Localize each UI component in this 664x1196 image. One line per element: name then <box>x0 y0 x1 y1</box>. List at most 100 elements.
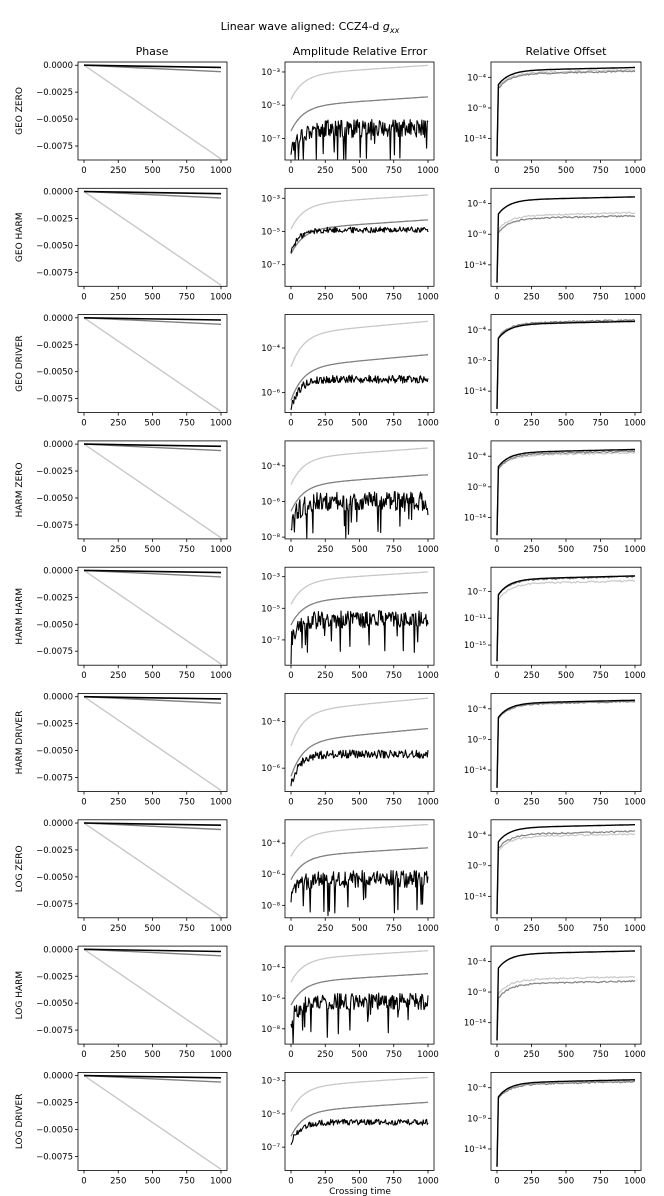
offset-line-mid <box>496 575 636 662</box>
offset-xtick-label: 500 <box>558 671 574 681</box>
row-label: HARM HARM <box>15 588 25 645</box>
amplitude-ytick-label: 10⁻⁶ <box>261 870 280 880</box>
phase-xtick-label: 0 <box>81 798 86 808</box>
offset-ytick-label: 10⁻⁴ <box>467 957 486 967</box>
offset-xtick-label: 250 <box>523 292 539 302</box>
amplitude-frame <box>284 819 435 919</box>
phase-line-light <box>83 64 222 160</box>
offset-ytick-label: 10⁻⁷ <box>467 587 486 597</box>
row-label: GEO HARM <box>15 213 25 263</box>
offset-ytick-label: 10⁻⁴ <box>467 200 486 210</box>
row-label: LOG DRIVER <box>15 1094 25 1150</box>
amplitude-line-dark <box>290 869 429 917</box>
amplitude-line-light <box>290 823 429 857</box>
offset-xtick-label: 500 <box>558 166 574 176</box>
offset-xtick-label: 250 <box>523 166 539 176</box>
amplitude-xtick-label: 500 <box>351 1176 367 1186</box>
offset-line-mid <box>496 214 636 283</box>
offset-line-dark <box>496 824 635 915</box>
amplitude-xtick-label: 750 <box>386 1050 402 1060</box>
row-label: GEO DRIVER <box>15 335 25 392</box>
row-label: LOG ZERO <box>15 845 25 892</box>
phase-panel: 0 250 500 750 1000 0.0000 −0.0025 −0.0050 −0.007… <box>36 1072 232 1187</box>
amplitude-xtick-label: 500 <box>351 292 367 302</box>
row-harm-driver: HARM DRIVER 0 250 500 750 1000 0.0000 −0.0025 −0… <box>15 693 646 808</box>
phase-ytick-label: −0.0025 <box>36 1099 73 1109</box>
amplitude-ytick-label: 10⁻⁶ <box>261 389 280 399</box>
phase-xtick-label: 1000 <box>210 798 232 808</box>
phase-line-light <box>83 569 222 665</box>
amplitude-line-light <box>290 194 429 230</box>
offset-ytick-label: 10⁻⁴ <box>467 705 486 715</box>
offset-line-light <box>496 211 636 283</box>
phase-xtick-label: 250 <box>110 419 126 429</box>
phase-panel: 0 250 500 750 1000 0.0000 −0.0025 −0.0050 −0.007… <box>36 61 232 176</box>
offset-xtick-label: 750 <box>592 545 608 555</box>
offset-xtick-label: 750 <box>592 798 608 808</box>
phase-ytick-label: −0.0050 <box>36 620 73 630</box>
amplitude-line-dark <box>290 374 429 411</box>
offset-line-mid <box>496 319 636 409</box>
row-log-harm: LOG HARM 0 250 500 750 1000 0.0000 −0.0025 −0.00… <box>15 945 646 1060</box>
phase-ytick-label: −0.0025 <box>36 467 73 477</box>
phase-xtick-label: 1000 <box>210 1050 232 1060</box>
phase-xtick-label: 1000 <box>210 1176 232 1186</box>
amplitude-xtick-label: 0 <box>288 166 293 176</box>
offset-xtick-label: 500 <box>558 798 574 808</box>
phase-line-light <box>83 822 222 918</box>
offset-line-light <box>496 832 636 915</box>
offset-line-mid <box>496 69 636 157</box>
phase-ytick-label: −0.0075 <box>36 521 73 531</box>
offset-ytick-label: 10⁻¹⁴ <box>464 1145 487 1155</box>
phase-ytick-label: 0.0000 <box>43 440 73 450</box>
amplitude-line-dark <box>290 491 429 539</box>
offset-xtick-label: 500 <box>558 1050 574 1060</box>
amplitude-xtick-label: 250 <box>317 924 333 934</box>
phase-ytick-label: −0.0075 <box>36 268 73 278</box>
offset-xtick-label: 1000 <box>624 419 646 429</box>
offset-xtick-label: 1000 <box>624 798 646 808</box>
offset-ytick-label: 10⁻⁴ <box>467 831 486 841</box>
offset-ytick-label: 10⁻⁹ <box>467 357 486 367</box>
amplitude-ytick-label: 10⁻⁷ <box>261 636 280 646</box>
amplitude-line-light <box>290 1076 429 1112</box>
amplitude-xtick-label: 1000 <box>417 924 439 934</box>
offset-panel: 0 250 500 750 1000 10⁻¹⁴ 10⁻⁹ 10⁻⁴ <box>464 187 646 302</box>
offset-line-dark <box>496 699 636 788</box>
offset-xtick-label: 250 <box>523 419 539 429</box>
amplitude-xtick-label: 1000 <box>417 545 439 555</box>
phase-xtick-label: 500 <box>144 924 160 934</box>
offset-xtick-label: 1000 <box>624 545 646 555</box>
offset-xtick-label: 0 <box>494 1050 499 1060</box>
offset-ytick-label: 10⁻⁴ <box>467 452 486 462</box>
phase-xtick-label: 250 <box>110 671 126 681</box>
offset-ytick-label: 10⁻⁹ <box>467 988 486 998</box>
offset-line-light <box>496 320 636 409</box>
row-label: HARM ZERO <box>15 462 25 517</box>
amplitude-xtick-label: 750 <box>386 798 402 808</box>
phase-panel: 0 250 500 750 1000 0.0000 −0.0025 −0.0050 −0.007… <box>36 188 232 303</box>
amplitude-xtick-label: 750 <box>386 292 402 302</box>
offset-panel: 0 250 500 750 1000 10⁻¹⁴ 10⁻⁹ 10⁻⁴ <box>464 314 646 429</box>
amplitude-line-mid <box>290 354 429 401</box>
amplitude-xtick-label: 500 <box>351 545 367 555</box>
amplitude-line-mid <box>290 1101 429 1137</box>
offset-ytick-label: 10⁻¹⁴ <box>464 513 487 523</box>
amplitude-ytick-label: 10⁻⁴ <box>261 462 280 472</box>
amplitude-ytick-label: 10⁻³ <box>261 1077 280 1087</box>
offset-ytick-label: 10⁻⁴ <box>467 1084 486 1094</box>
offset-xtick-label: 0 <box>494 924 499 934</box>
amplitude-panel: 0 250 500 750 1000 10⁻⁸ 10⁻⁶ 10⁻⁴ <box>261 819 439 934</box>
row-log-driver: LOG DRIVER 0 250 500 750 1000 0.0000 −0.0025 −0.… <box>15 1072 646 1187</box>
phase-line-light <box>83 696 222 791</box>
amplitude-panel: 0 250 500 750 1000 10⁻⁷ 10⁻⁵ 10⁻³ <box>261 1072 439 1186</box>
offset-panel: 0 250 500 750 1000 10⁻¹⁴ 10⁻⁹ 10⁻⁴ <box>464 693 646 808</box>
amplitude-ytick-label: 10⁻⁸ <box>261 533 280 543</box>
amplitude-line-dark <box>290 226 429 253</box>
offset-ytick-label: 10⁻⁹ <box>467 862 486 872</box>
amplitude-ytick-label: 10⁻⁵ <box>261 604 280 614</box>
offset-ytick-label: 10⁻¹⁴ <box>464 766 487 776</box>
phase-xtick-label: 750 <box>179 924 195 934</box>
offset-xtick-label: 1000 <box>624 671 646 681</box>
offset-xtick-label: 750 <box>592 1176 608 1186</box>
